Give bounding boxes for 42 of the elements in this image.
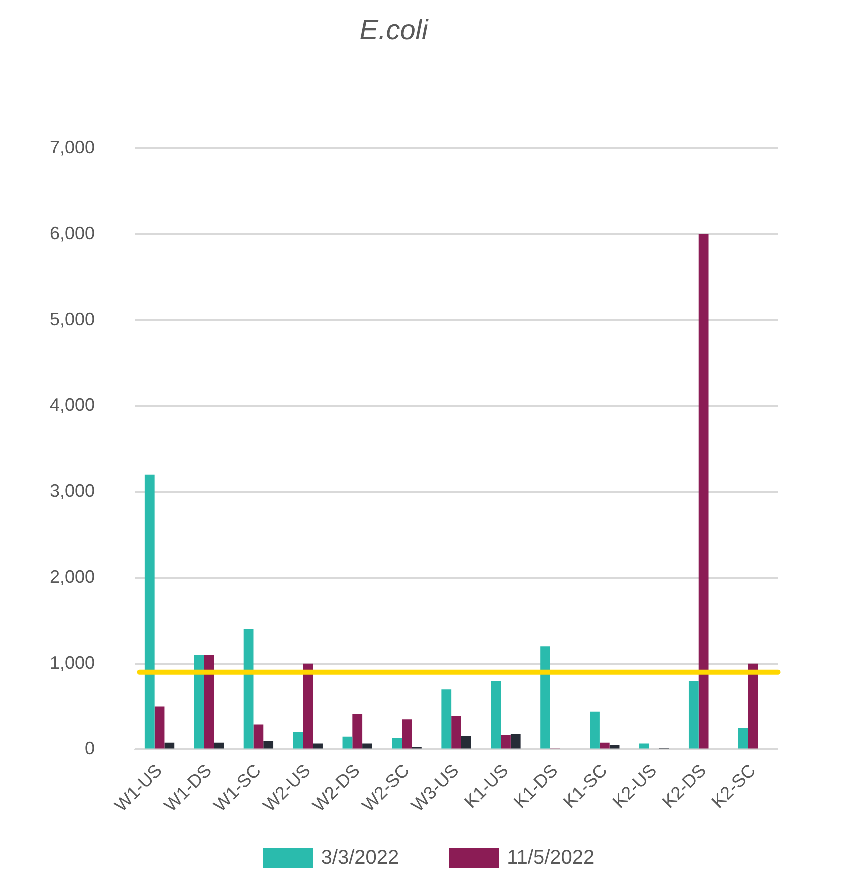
bar (452, 716, 462, 749)
bar (293, 732, 304, 749)
bar (254, 724, 264, 749)
legend-label: 3/3/2022 (321, 846, 400, 870)
y-tick-label: 1,000 (50, 652, 96, 673)
legend-label: 11/5/2022 (507, 846, 595, 870)
bar (540, 646, 550, 749)
bar (214, 742, 224, 749)
bar (144, 474, 155, 749)
y-tick-label: 2,000 (50, 566, 96, 587)
bar (313, 744, 323, 749)
bar (640, 744, 650, 749)
bar (303, 664, 314, 749)
bar (264, 741, 274, 749)
bar (491, 681, 502, 749)
bar (510, 734, 521, 749)
y-tick-label: 4,000 (50, 395, 96, 416)
y-tick-label: 3,000 (50, 481, 96, 502)
bar (352, 714, 363, 749)
bar (362, 744, 372, 749)
bar (461, 736, 472, 749)
bar (501, 735, 511, 749)
y-tick-label: 7,000 (50, 138, 96, 158)
bar (244, 629, 254, 749)
y-tick-label: 6,000 (50, 223, 96, 244)
bar (164, 742, 175, 749)
bar (342, 736, 353, 749)
bar (402, 720, 412, 749)
bar (442, 690, 452, 749)
y-tick-label: 0 (85, 738, 96, 759)
bar (600, 742, 610, 749)
bar (154, 706, 165, 749)
bar (698, 234, 709, 749)
chart-title: E.coli (360, 14, 430, 46)
y-tick-label: 5,000 (50, 309, 96, 330)
bar (392, 738, 402, 749)
bar (204, 655, 214, 749)
bar (194, 655, 204, 749)
bar (748, 664, 758, 749)
bar (590, 712, 600, 749)
bar (738, 728, 748, 749)
bar (688, 681, 699, 749)
